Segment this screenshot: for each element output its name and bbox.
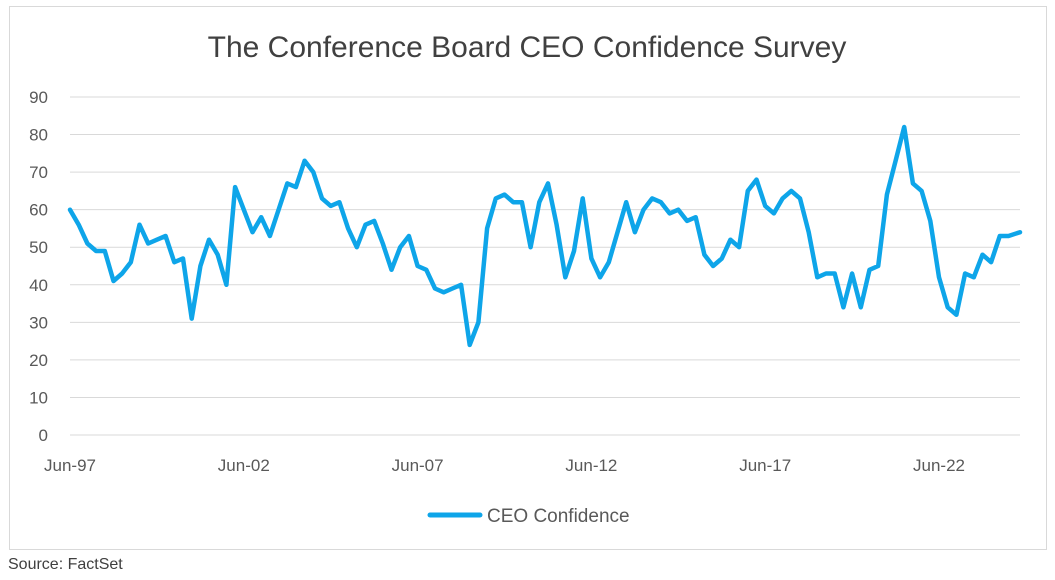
series-layer — [67, 124, 1023, 348]
y-tick-label: 30 — [29, 313, 48, 332]
y-tick-label: 80 — [29, 126, 48, 145]
series-line-ceo-confidence — [67, 124, 1023, 348]
y-tick-label: 0 — [39, 426, 48, 445]
gridlines — [70, 96, 1020, 436]
y-tick-label: 50 — [29, 238, 48, 257]
x-tick-label: Jun-07 — [392, 456, 444, 475]
y-tick-label: 20 — [29, 351, 48, 370]
y-tick-label: 60 — [29, 201, 48, 220]
x-tick-label: Jun-12 — [565, 456, 617, 475]
x-tick-label: Jun-97 — [44, 456, 96, 475]
y-tick-label: 70 — [29, 163, 48, 182]
source-note: Source: FactSet — [8, 556, 123, 573]
x-tick-label: Jun-02 — [218, 456, 270, 475]
x-axis-ticks: Jun-97 Jun-02 Jun-07 Jun-12 Jun-17 Jun-22 — [44, 456, 965, 475]
y-tick-label: 40 — [29, 276, 48, 295]
line-chart: The Conference Board CEO Confidence Surv… — [29, 31, 1023, 527]
legend-label-ceo-confidence: CEO Confidence — [487, 506, 630, 527]
y-tick-label: 90 — [29, 88, 48, 107]
y-axis-ticks: 0 10 20 30 40 50 60 70 80 90 — [29, 88, 48, 445]
legend: CEO Confidence — [427, 506, 630, 527]
x-tick-label: Jun-22 — [913, 456, 965, 475]
y-tick-label: 10 — [29, 388, 48, 407]
chart-title: The Conference Board CEO Confidence Surv… — [208, 31, 847, 64]
x-tick-label: Jun-17 — [739, 456, 791, 475]
